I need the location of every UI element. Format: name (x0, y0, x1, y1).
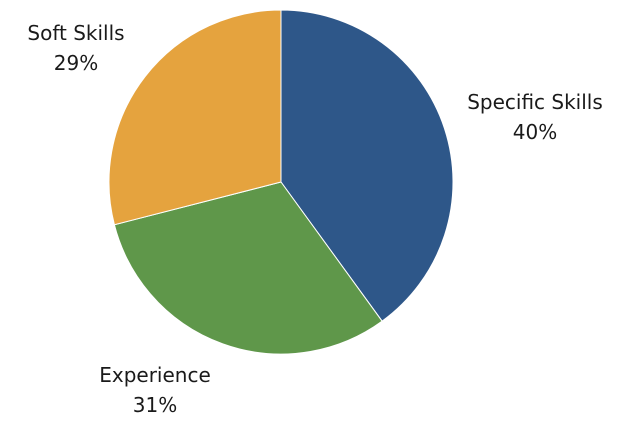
slice-name-experience: Experience (99, 363, 211, 387)
slice-percent-soft-skills: 29% (53, 51, 99, 75)
slice-label-soft-skills: Soft Skills 29% (6, 18, 146, 78)
pie-slice-specific-skills (280, 9, 454, 322)
pie-slice-soft-skills (108, 9, 282, 226)
slice-label-experience: Experience 31% (80, 360, 230, 420)
slice-name-specific-skills: Specific Skills (467, 90, 603, 114)
pie-slice-experience (113, 181, 383, 355)
slice-percent-specific-skills: 40% (512, 120, 558, 144)
slice-percent-experience: 31% (132, 393, 178, 417)
slice-name-soft-skills: Soft Skills (27, 21, 125, 45)
slice-label-specific-skills: Specific Skills 40% (455, 87, 615, 147)
